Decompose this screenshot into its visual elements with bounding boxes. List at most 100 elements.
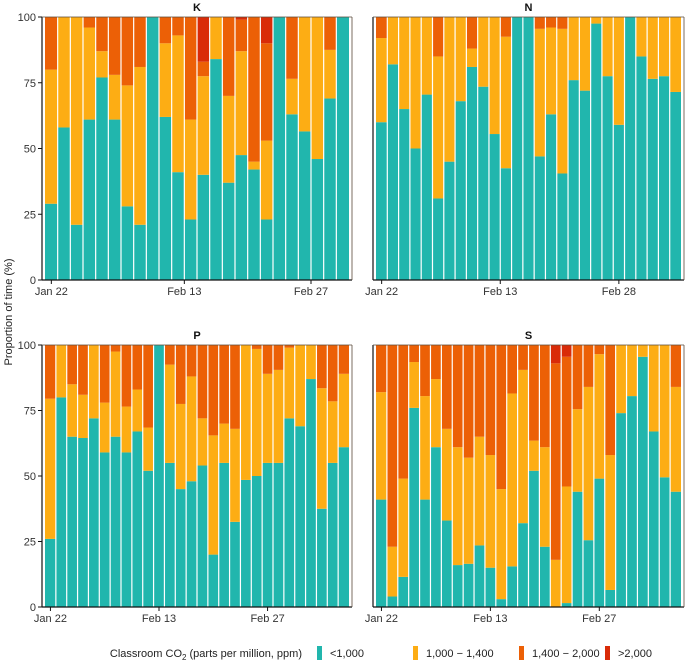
bar-segment-1000-1400 <box>285 78 299 115</box>
bar-segment-lt1000 <box>601 76 614 280</box>
bar-day-22 <box>272 345 284 607</box>
bar-segment-lt1000 <box>613 124 625 280</box>
bar-segment-1400-2000 <box>556 17 569 29</box>
bar-day-18 <box>560 345 573 607</box>
bar-segment-lt1000 <box>197 174 210 280</box>
bar-segment-1400-2000 <box>572 345 583 410</box>
bar-segment-1400-2000 <box>273 345 284 370</box>
bar-segment-lt1000 <box>441 520 453 607</box>
bar-segment-1400-2000 <box>323 17 337 50</box>
bar-segment-1000-1400 <box>387 17 399 65</box>
bar-segment-1400-2000 <box>45 345 56 399</box>
bar-segment-1000-1400 <box>579 17 591 91</box>
bar-segment-1000-1400 <box>474 436 485 546</box>
bar-segment-1000-1400 <box>222 95 235 183</box>
bar-day-4 <box>409 17 422 280</box>
bar-segment-lt1000 <box>88 418 100 607</box>
bar-day-25 <box>636 345 649 607</box>
bar-segment-lt1000 <box>670 491 681 607</box>
bar-segment-lt1000 <box>218 462 230 607</box>
legend: Classroom CO2 (parts per million, ppm) <1… <box>110 646 652 662</box>
bar-day-26 <box>657 17 670 280</box>
bar-segment-1000-1400 <box>323 49 337 99</box>
bar-segment-1400-2000 <box>376 345 387 393</box>
panel-title: N <box>525 2 533 14</box>
bar-day-28 <box>337 345 349 607</box>
bar-segment-1000-1400 <box>517 369 529 524</box>
bar-segment-lt1000 <box>153 345 165 607</box>
bar-day-10 <box>473 345 485 607</box>
bar-day-25 <box>304 345 317 607</box>
bar-day-16 <box>538 345 551 607</box>
bar-segment-lt1000 <box>171 172 185 280</box>
bar-segment-1000-1400 <box>110 351 121 437</box>
bar-day-5 <box>418 345 431 607</box>
bar-segment-lt1000 <box>626 396 638 607</box>
bar-segment-lt1000 <box>495 599 507 607</box>
bar-day-24 <box>294 345 306 607</box>
bar-day-3 <box>397 17 410 280</box>
panels: K 0 25 50 75 100 Jan 22 Feb 13 Feb 27 N Jan 22 Feb … <box>18 2 685 625</box>
bar-day-12 <box>183 17 197 280</box>
bar-segment-1000-1400 <box>70 17 83 225</box>
bar-day-18 <box>228 345 241 607</box>
bar-segment-1400-2000 <box>159 17 172 44</box>
bar-segment-lt1000 <box>336 17 349 280</box>
bar-day-21 <box>593 345 605 607</box>
bar-segment-1400-2000 <box>452 345 464 448</box>
bar-segment-lt1000 <box>386 596 398 607</box>
legend-swatch <box>519 646 524 660</box>
x-tick-label: Jan 22 <box>365 286 398 298</box>
bar-segment-1000-1400 <box>273 369 284 463</box>
bar-day-19 <box>272 17 286 280</box>
bar-segment-1000-1400 <box>397 478 409 577</box>
bar-day-18 <box>567 17 580 281</box>
bar-day-3 <box>397 345 409 607</box>
bar-segment-lt1000 <box>419 499 431 607</box>
bar-segment-1400-2000 <box>432 17 444 57</box>
x-tick-label: Feb 28 <box>602 286 636 298</box>
bar-segment-gt2000 <box>561 345 573 357</box>
x-tick-label: Feb 27 <box>250 613 284 625</box>
bar-day-11 <box>488 17 501 280</box>
bar-segment-1000-1400 <box>95 51 109 78</box>
bar-day-15 <box>196 345 208 607</box>
bar-segment-1000-1400 <box>197 418 208 466</box>
bar-segment-lt1000 <box>582 540 594 607</box>
bar-segment-gt2000 <box>550 345 562 364</box>
legend-title-text: (parts per million, ppm) <box>186 648 302 660</box>
bar-segment-gt2000 <box>197 17 210 62</box>
y-tick-label: 0 <box>30 275 36 287</box>
bar-segment-1400-2000 <box>110 345 121 352</box>
bar-segment-lt1000 <box>164 462 176 607</box>
bar-segment-1000-1400 <box>316 388 328 509</box>
bar-segment-lt1000 <box>327 462 339 607</box>
bar-segment-lt1000 <box>528 470 540 607</box>
bar-segment-1400-2000 <box>142 345 154 428</box>
panel-s: S Jan 22 Feb 13 Feb 27 <box>365 330 685 625</box>
bar-day-8 <box>451 345 464 607</box>
bar-segment-1000-1400 <box>582 386 594 541</box>
bar-segment-1000-1400 <box>298 17 311 132</box>
bar-segment-lt1000 <box>624 17 636 280</box>
bar-segment-1400-2000 <box>441 345 453 429</box>
bar-segment-lt1000 <box>175 489 187 607</box>
bar-segment-1000-1400 <box>376 38 388 123</box>
bar-segment-lt1000 <box>222 182 235 280</box>
bar-segment-lt1000 <box>45 203 58 280</box>
bar-segment-1000-1400 <box>251 348 263 476</box>
bar-segment-1000-1400 <box>593 354 605 479</box>
bar-segment-1000-1400 <box>528 440 540 471</box>
bar-segment-1400-2000 <box>247 17 261 162</box>
bar-segment-1000-1400 <box>455 17 467 102</box>
bar-day-26 <box>315 345 328 607</box>
bar-day-7 <box>440 345 453 607</box>
bar-segment-lt1000 <box>110 436 121 607</box>
legend-entry: 1,000 − 1,400 <box>413 646 494 660</box>
bar-segment-lt1000 <box>121 452 132 607</box>
bar-segment-lt1000 <box>273 17 286 280</box>
bar-segment-1000-1400 <box>262 373 273 463</box>
bar-day-28 <box>669 345 681 607</box>
bar-segment-1000-1400 <box>432 56 444 199</box>
